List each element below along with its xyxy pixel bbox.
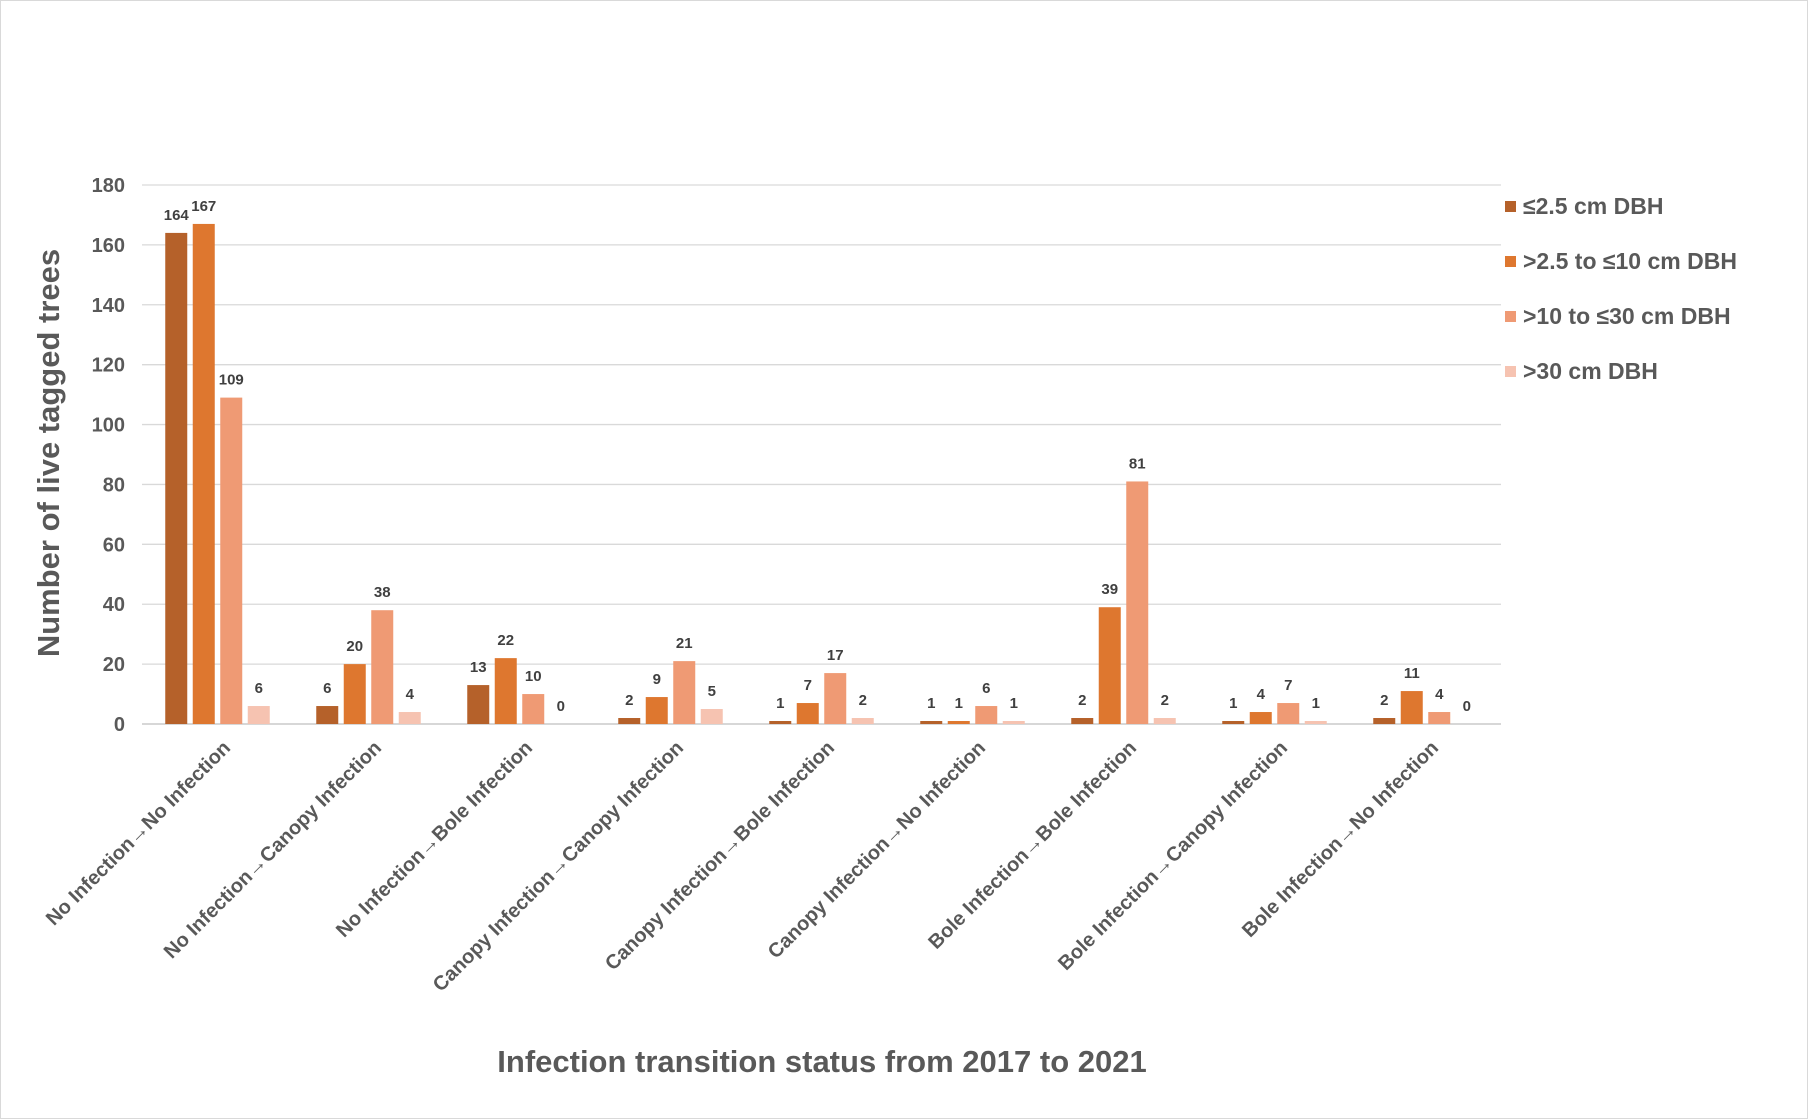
data-label: 6 — [255, 680, 263, 697]
legend: ≤2.5 cm DBH >2.5 to ≤10 cm DBH >10 to ≤30 … — [1505, 193, 1737, 384]
bar — [645, 697, 668, 724]
data-label: 1 — [955, 695, 963, 712]
data-label: 167 — [191, 198, 216, 215]
bar — [1249, 712, 1272, 724]
legend-label: ≤2.5 cm DBH — [1523, 193, 1663, 219]
y-tick-label: 160 — [92, 235, 125, 257]
bar — [494, 658, 517, 724]
bar — [1002, 721, 1025, 724]
bar — [1222, 721, 1245, 724]
data-label: 81 — [1129, 455, 1146, 472]
data-label: 2 — [625, 692, 633, 709]
x-category-label: Canopy Infection→Canopy Infection — [429, 737, 688, 996]
bar — [343, 664, 366, 724]
y-tick-label: 40 — [103, 594, 125, 616]
data-label: 2 — [859, 692, 867, 709]
y-tick-label: 180 — [92, 175, 125, 197]
data-label: 7 — [804, 677, 812, 694]
data-label: 7 — [1284, 677, 1292, 694]
legend-label: >10 to ≤30 cm DBH — [1523, 303, 1731, 329]
bar — [1400, 691, 1423, 724]
data-label: 17 — [827, 647, 844, 664]
bar — [467, 685, 490, 724]
bar — [796, 703, 819, 724]
bars — [165, 223, 1451, 724]
bar — [1373, 718, 1396, 724]
data-label: 1 — [927, 695, 935, 712]
data-label: 0 — [1463, 698, 1471, 715]
y-tick-label: 20 — [103, 654, 125, 676]
bar — [947, 721, 970, 724]
legend-swatch — [1505, 201, 1516, 212]
bar — [824, 673, 847, 724]
gridlines — [142, 184, 1501, 725]
bar — [1071, 718, 1094, 724]
data-label: 2 — [1380, 692, 1388, 709]
data-label: 22 — [497, 632, 514, 649]
data-label: 11 — [1404, 665, 1420, 682]
bar — [975, 706, 998, 724]
y-axis-title: Number of live tagged trees — [31, 249, 66, 657]
legend-swatch — [1505, 366, 1516, 377]
data-label: 13 — [470, 659, 487, 676]
y-tick-label: 120 — [92, 355, 125, 377]
data-label: 9 — [653, 671, 661, 688]
data-label: 1 — [1229, 695, 1237, 712]
bar — [220, 397, 243, 724]
data-label: 10 — [525, 668, 542, 685]
y-tick-label: 80 — [103, 474, 125, 496]
bar — [165, 232, 188, 724]
data-label: 6 — [982, 680, 990, 697]
y-tick-label: 0 — [114, 714, 125, 736]
bar — [1153, 718, 1176, 724]
bar — [700, 709, 723, 724]
data-label: 39 — [1101, 581, 1118, 598]
data-label: 4 — [406, 686, 415, 703]
data-label: 1 — [776, 695, 784, 712]
bar — [618, 718, 641, 724]
legend-swatch — [1505, 311, 1516, 322]
bar — [920, 721, 943, 724]
y-axis-ticks: 0 20 40 60 80 100 120 140 160 180 — [92, 175, 125, 736]
y-tick-label: 140 — [92, 295, 125, 317]
bar — [673, 661, 696, 724]
data-label: 164 — [164, 207, 190, 224]
data-label: 5 — [708, 683, 716, 700]
bar — [851, 718, 874, 724]
data-label: 0 — [557, 698, 565, 715]
bar — [1098, 607, 1121, 724]
x-axis-title: Infection transition status from 2017 to… — [497, 1044, 1146, 1079]
legend-label: >2.5 to ≤10 cm DBH — [1523, 248, 1737, 274]
bar — [1126, 481, 1149, 724]
bar — [1277, 703, 1300, 724]
data-label: 4 — [1435, 686, 1444, 703]
bar — [371, 610, 394, 724]
bar — [316, 706, 339, 724]
data-label: 2 — [1161, 692, 1169, 709]
data-label: 4 — [1257, 686, 1266, 703]
y-tick-label: 100 — [92, 415, 125, 437]
bar — [247, 706, 270, 724]
legend-swatch — [1505, 256, 1516, 267]
legend-label: >30 cm DBH — [1523, 358, 1658, 384]
bar — [1428, 712, 1451, 724]
bar — [398, 712, 421, 724]
bar — [522, 694, 545, 724]
data-label: 38 — [374, 584, 391, 601]
data-label: 1 — [1312, 695, 1320, 712]
data-label: 21 — [676, 635, 693, 652]
bar — [192, 223, 215, 724]
bar — [769, 721, 792, 724]
data-label: 109 — [219, 372, 244, 389]
y-tick-label: 60 — [103, 534, 125, 556]
data-label: 2 — [1078, 692, 1086, 709]
bar — [1304, 721, 1327, 724]
data-label: 20 — [346, 638, 363, 655]
data-label: 6 — [323, 680, 331, 697]
data-label: 1 — [1010, 695, 1018, 712]
